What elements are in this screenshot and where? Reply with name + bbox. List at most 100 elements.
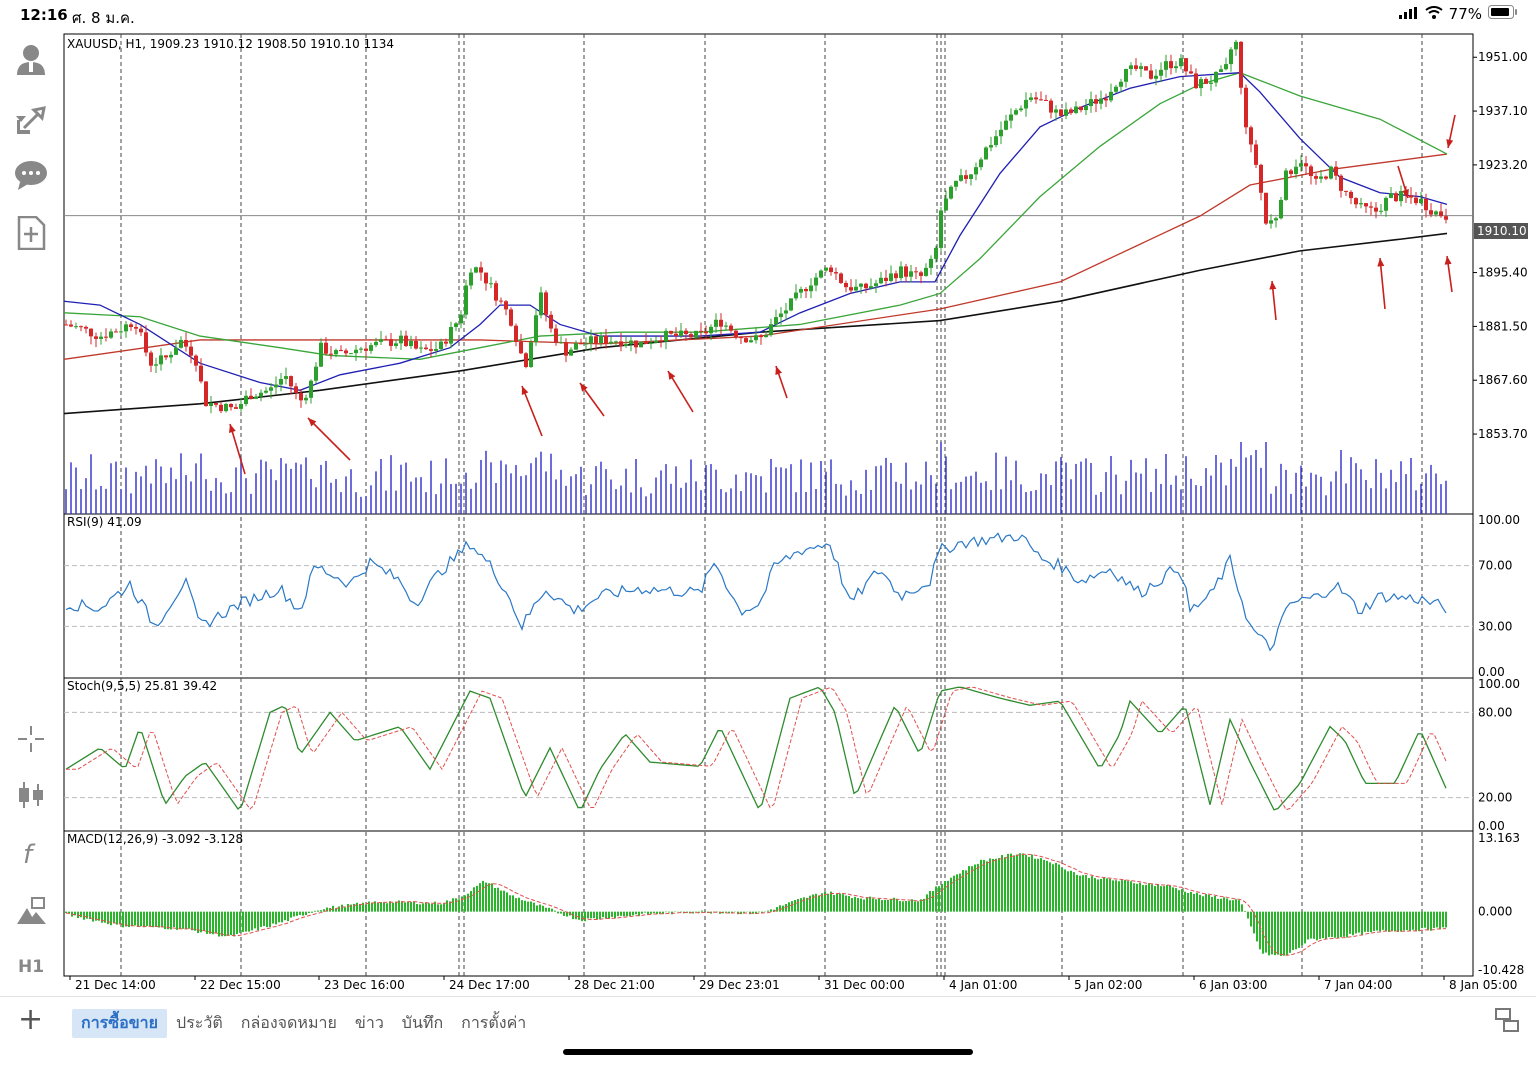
candle-body <box>674 333 678 337</box>
candle-body <box>1379 210 1383 212</box>
candle-body <box>574 343 578 350</box>
candle-body <box>1079 106 1083 111</box>
candle-body <box>434 349 438 351</box>
candle-body <box>759 335 763 338</box>
candle-body <box>379 339 383 342</box>
tab-journal[interactable]: บันทึก <box>401 1013 444 1032</box>
candle-body <box>429 349 433 351</box>
candle-body <box>774 317 778 325</box>
candle-body <box>174 347 178 355</box>
candle-body <box>1004 120 1008 130</box>
candle-body <box>449 326 453 344</box>
candle-body <box>629 340 633 345</box>
candle-body <box>319 342 323 367</box>
candle-body <box>789 298 793 311</box>
candle-body <box>1114 86 1118 92</box>
tab-news[interactable]: ข่าว <box>354 1013 384 1032</box>
candle-body <box>214 403 218 405</box>
candle-body <box>204 381 208 407</box>
new-document-icon[interactable] <box>14 216 48 250</box>
candle-body <box>1274 218 1278 221</box>
candle-body <box>1384 197 1388 211</box>
candle-body <box>949 186 953 199</box>
tab-mailbox[interactable]: กล่องจดหมาย <box>240 1013 337 1032</box>
candle-body <box>419 347 423 349</box>
candle-body <box>814 277 818 286</box>
candlestick-icon[interactable] <box>14 778 48 812</box>
candle-body <box>494 283 498 301</box>
candle-body <box>909 271 913 277</box>
candle-body <box>179 339 183 348</box>
tab-settings[interactable]: การตั้งค่า <box>461 1013 527 1032</box>
candle-body <box>1439 211 1443 217</box>
candle-body <box>294 386 298 393</box>
annotation-arrowhead <box>1402 189 1409 198</box>
candle-body <box>254 396 258 399</box>
price-chart[interactable]: 100.00 70.00 30.00 0.00 100.00 80.00 20.00 0.0… <box>0 0 1536 996</box>
candle-body <box>424 347 428 350</box>
candle-body <box>1254 144 1258 165</box>
candle-body <box>1434 211 1438 215</box>
candle-body <box>339 350 343 352</box>
candle-body <box>984 147 988 160</box>
candle-body <box>1409 195 1413 198</box>
candle-body <box>749 340 753 343</box>
candle-body <box>489 283 493 285</box>
signal-icon <box>1398 5 1419 23</box>
candle-body <box>654 340 658 343</box>
stoch-tick-label: 80.00 <box>1478 705 1512 719</box>
macd-tick-label: 13.163 <box>1478 831 1520 845</box>
chat-icon[interactable] <box>14 158 48 192</box>
candle-body <box>869 286 873 289</box>
add-icon[interactable]: + <box>18 1002 44 1037</box>
candle-body <box>1389 193 1393 198</box>
candle-body <box>559 342 563 344</box>
candle-body <box>144 332 148 353</box>
candle-body <box>929 258 933 268</box>
candle-body <box>1089 99 1093 107</box>
candle-body <box>964 175 968 179</box>
candle-body <box>809 285 813 292</box>
candle-body <box>314 366 318 381</box>
candle-body <box>514 325 518 342</box>
timeframe-button[interactable]: H1 <box>14 950 48 984</box>
time-label: 6 Jan 03:00 <box>1199 978 1267 992</box>
stoch-tick-label: 20.00 <box>1478 791 1512 805</box>
crosshair-icon[interactable] <box>14 722 48 756</box>
objects-icon[interactable] <box>14 894 48 928</box>
trade-icon[interactable] <box>14 100 48 134</box>
ma-green-line <box>63 72 1448 360</box>
tab-bar: การซื้อขาย ประวัติ กล่องจดหมาย ข่าว บันท… <box>72 1009 535 1038</box>
candle-body <box>219 404 223 412</box>
bottom-bar: + การซื้อขาย ประวัติ กล่องจดหมาย ข่าว บั… <box>0 996 1536 1047</box>
account-icon[interactable] <box>14 42 48 76</box>
candle-body <box>1374 207 1378 212</box>
candle-body <box>1049 100 1053 113</box>
candle-body <box>1159 69 1163 76</box>
candle-body <box>189 346 193 356</box>
candle-body <box>194 355 198 366</box>
price-tick-label: 1895.40 <box>1478 266 1528 280</box>
candle-body <box>1034 97 1038 100</box>
candle-body <box>1059 109 1063 116</box>
candle-body <box>354 349 358 354</box>
home-indicator <box>563 1049 973 1055</box>
candle-body <box>689 334 693 338</box>
candle-body <box>924 267 928 276</box>
candle-body <box>834 272 838 274</box>
annotation-arrow <box>521 385 543 437</box>
candle-body <box>89 328 93 337</box>
candle-body <box>649 342 653 344</box>
candle-body <box>169 354 173 358</box>
tab-trade[interactable]: การซื้อขาย <box>72 1009 168 1038</box>
window-layout-icon[interactable] <box>1494 1007 1520 1037</box>
candle-body <box>99 336 103 339</box>
function-icon[interactable]: f <box>14 836 48 870</box>
candle-body <box>884 277 888 281</box>
symbol-info: XAUUSD, H1, 1909.23 1910.12 1908.50 1910… <box>67 37 394 51</box>
status-date: ศ. 8 ม.ค. <box>72 9 135 27</box>
tab-history[interactable]: ประวัติ <box>176 1013 223 1032</box>
annotation-arrow <box>307 417 351 461</box>
time-label: 22 Dec 15:00 <box>200 978 281 992</box>
candle-body <box>224 403 228 412</box>
